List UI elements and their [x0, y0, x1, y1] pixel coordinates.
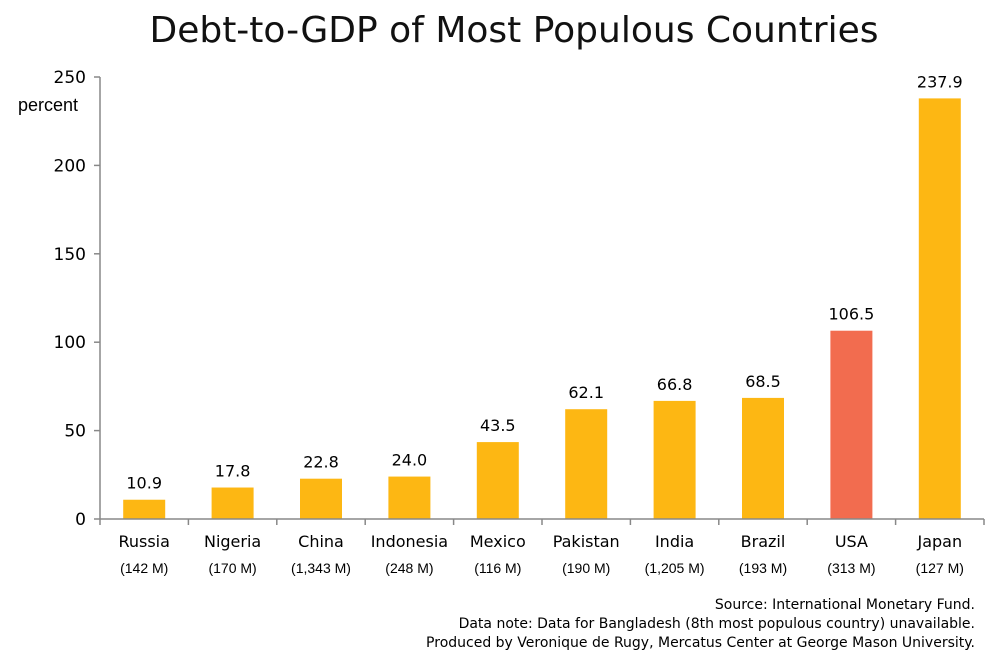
bar-brazil [742, 397, 784, 519]
category-label-india: India [655, 532, 694, 551]
population-label-brazil: (193 M) [739, 560, 787, 576]
y-tick-label: 0 [75, 510, 86, 530]
population-label-china: (1,343 M) [291, 560, 351, 576]
data-label-pakistan: 62.1 [568, 383, 604, 402]
category-label-nigeria: Nigeria [204, 532, 261, 551]
category-label-mexico: Mexico [470, 532, 526, 551]
y-axis: 0 50 100 150 200 250 [54, 68, 101, 530]
data-label-russia: 10.9 [126, 474, 162, 493]
data-note: Data note: Data for Bangladesh (8th most… [459, 616, 975, 632]
category-label-brazil: Brazil [741, 532, 786, 551]
bar-indonesia [388, 476, 431, 519]
data-label-china: 22.8 [303, 453, 339, 472]
bar-nigeria [211, 487, 254, 519]
data-label-japan: 237.9 [917, 72, 963, 91]
source-note: Source: International Monetary Fund. [715, 597, 975, 613]
bars: 10.9 17.8 22.8 24.0 43.5 62.1 66.8 68.5 106.5 237… [123, 72, 963, 520]
y-tick-label: 250 [54, 68, 86, 88]
population-label-india: (1,205 M) [645, 560, 705, 576]
data-label-usa: 106.5 [828, 305, 874, 324]
category-label-usa: USA [835, 532, 868, 551]
bar-usa [830, 330, 873, 519]
category-label-indonesia: Indonesia [371, 532, 448, 551]
population-label-usa: (313 M) [827, 560, 875, 576]
population-label-mexico: (116 M) [474, 560, 521, 576]
population-label-japan: (127 M) [916, 560, 964, 576]
y-tick-label: 50 [64, 422, 86, 442]
y-tick-label: 150 [54, 245, 86, 265]
data-label-mexico: 43.5 [480, 416, 516, 435]
chart-title: Debt-to-GDP of Most Populous Countries [149, 10, 878, 51]
producer-note: Produced by Veronique de Rugy, Mercatus … [426, 635, 975, 651]
bar-pakistan [565, 409, 608, 519]
data-label-nigeria: 17.8 [215, 462, 251, 481]
population-label-pakistan: (190 M) [562, 560, 610, 576]
data-label-indonesia: 24.0 [392, 451, 428, 470]
x-axis: Russia (142 M) Nigeria (170 M) China (1,343 M… [99, 518, 985, 576]
y-tick-label: 100 [54, 333, 86, 353]
bar-mexico [476, 442, 519, 519]
population-label-indonesia: (248 M) [385, 560, 433, 576]
category-label-russia: Russia [118, 532, 169, 551]
bar-india [653, 400, 696, 519]
category-label-pakistan: Pakistan [553, 532, 620, 551]
population-label-russia: (142 M) [120, 560, 168, 576]
bar-russia [123, 499, 166, 519]
data-label-brazil: 68.5 [745, 372, 781, 391]
bar-japan [918, 98, 961, 520]
y-axis-label: percent [18, 95, 78, 115]
bar-china [300, 478, 342, 519]
population-label-nigeria: (170 M) [208, 560, 256, 576]
y-tick-label: 200 [54, 156, 86, 176]
data-label-india: 66.8 [657, 375, 693, 394]
category-label-japan: Japan [916, 532, 962, 551]
category-label-china: China [298, 532, 344, 551]
